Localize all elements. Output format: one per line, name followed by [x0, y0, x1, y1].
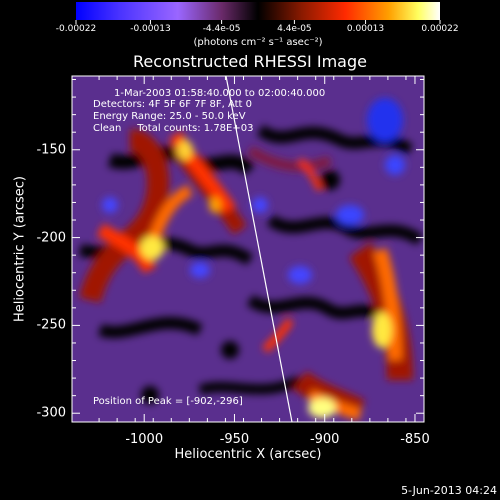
- colorbar-tick-label: 0.00022: [421, 24, 459, 34]
- footer-date: 5-Jun-2013 04:24: [401, 484, 497, 497]
- y-tick-label: -250: [36, 317, 66, 333]
- annotation-time-range: 1-Mar-2003 01:58:40.000 to 02:00:40.000: [114, 88, 326, 99]
- x-tick-label: -1000: [125, 432, 164, 447]
- colorbar-tick-label: 4.4e-05: [277, 24, 312, 34]
- solar-limb-line: [225, 76, 293, 422]
- x-axis-label: Heliocentric X (arcsec): [174, 447, 322, 462]
- colorbar-tick-label: -0.00013: [130, 24, 171, 34]
- colorbar-tick-label: -0.00022: [55, 24, 97, 34]
- colorbar: [76, 2, 440, 20]
- plot-title: Reconstructed RHESSI Image: [133, 52, 367, 71]
- rhessi-image: [72, 76, 424, 422]
- annotation-clean: Clean Total counts: 1.78E+03: [93, 123, 254, 134]
- colorbar-ticks: [75, 20, 441, 24]
- colorbar-tick-label: -4.4e-05: [202, 24, 241, 34]
- y-tick-label: -150: [36, 142, 66, 158]
- annotation-peak-position: Position of Peak = [-902,-296]: [93, 396, 243, 407]
- plot-frame: [71, 75, 425, 423]
- y-tick-label: -300: [36, 405, 66, 421]
- x-tick-label: -850: [400, 432, 430, 447]
- colorbar-units-label: (photons cm⁻² s⁻¹ asec⁻²): [193, 37, 323, 48]
- annotation-detectors: Detectors: 4F 5F 6F 7F 8F, Att 0: [93, 99, 253, 110]
- y-axis-label: Heliocentric Y (arcsec): [12, 176, 28, 322]
- y-tick-label: -200: [36, 230, 66, 246]
- axis-ticks: [72, 76, 424, 422]
- annotation-energy-range: Energy Range: 25.0 - 50.0 keV: [93, 111, 246, 122]
- x-tick-label: -950: [219, 432, 250, 447]
- colorbar-tick-label: 0.00013: [346, 24, 385, 34]
- x-tick-label: -900: [309, 432, 340, 447]
